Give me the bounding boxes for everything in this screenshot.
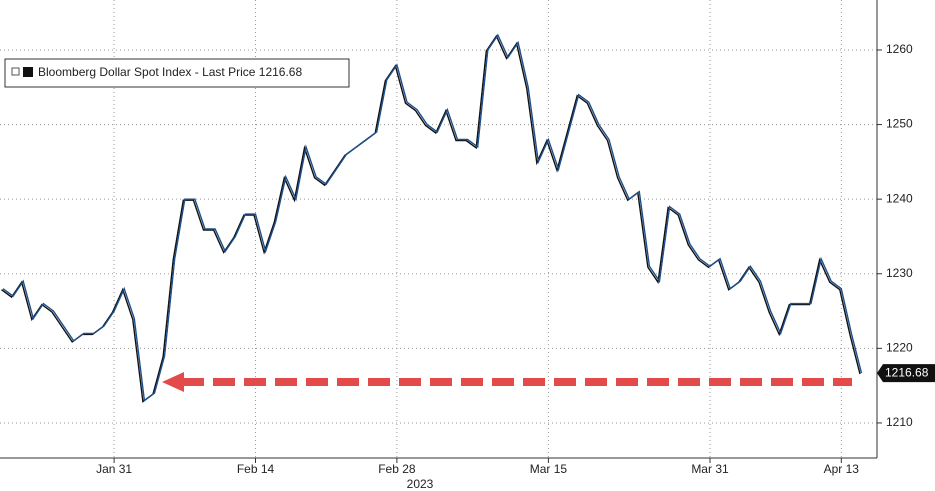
data-line bbox=[2, 33, 863, 402]
arrow-head bbox=[162, 372, 184, 392]
x-tick-label: Mar 31 bbox=[691, 462, 729, 476]
last-price-label: 1216.68 bbox=[885, 365, 929, 379]
x-tick-label: Apr 13 bbox=[824, 462, 860, 476]
y-tick-label: 1240 bbox=[886, 191, 913, 205]
legend-name: Bloomberg Dollar Spot Index - Last Price bbox=[38, 65, 256, 79]
legend: Bloomberg Dollar Spot Index - Last Price… bbox=[4, 58, 350, 88]
x-tick-label: Jan 31 bbox=[96, 462, 132, 476]
last-price-tag bbox=[877, 364, 935, 383]
y-tick-label: 1220 bbox=[886, 341, 913, 355]
data-line-shadow bbox=[1, 34, 861, 403]
y-tick-label: 1250 bbox=[886, 117, 913, 131]
legend-label: Bloomberg Dollar Spot Index - Last Price… bbox=[38, 65, 302, 79]
x-tick-label: Feb 28 bbox=[378, 462, 416, 476]
x-axis-label: 2023 bbox=[407, 477, 434, 491]
legend-last-value: 1216.68 bbox=[259, 65, 303, 79]
y-tick-label: 1260 bbox=[886, 42, 913, 56]
legend-box bbox=[4, 58, 350, 88]
x-tick-label: Mar 15 bbox=[530, 462, 568, 476]
y-tick-label: 1210 bbox=[886, 415, 913, 429]
x-tick-label: Feb 14 bbox=[237, 462, 275, 476]
annotation-arrow bbox=[162, 372, 852, 392]
legend-icon bbox=[11, 67, 20, 76]
legend-swatch bbox=[23, 67, 33, 77]
y-tick-label: 1230 bbox=[886, 266, 913, 280]
